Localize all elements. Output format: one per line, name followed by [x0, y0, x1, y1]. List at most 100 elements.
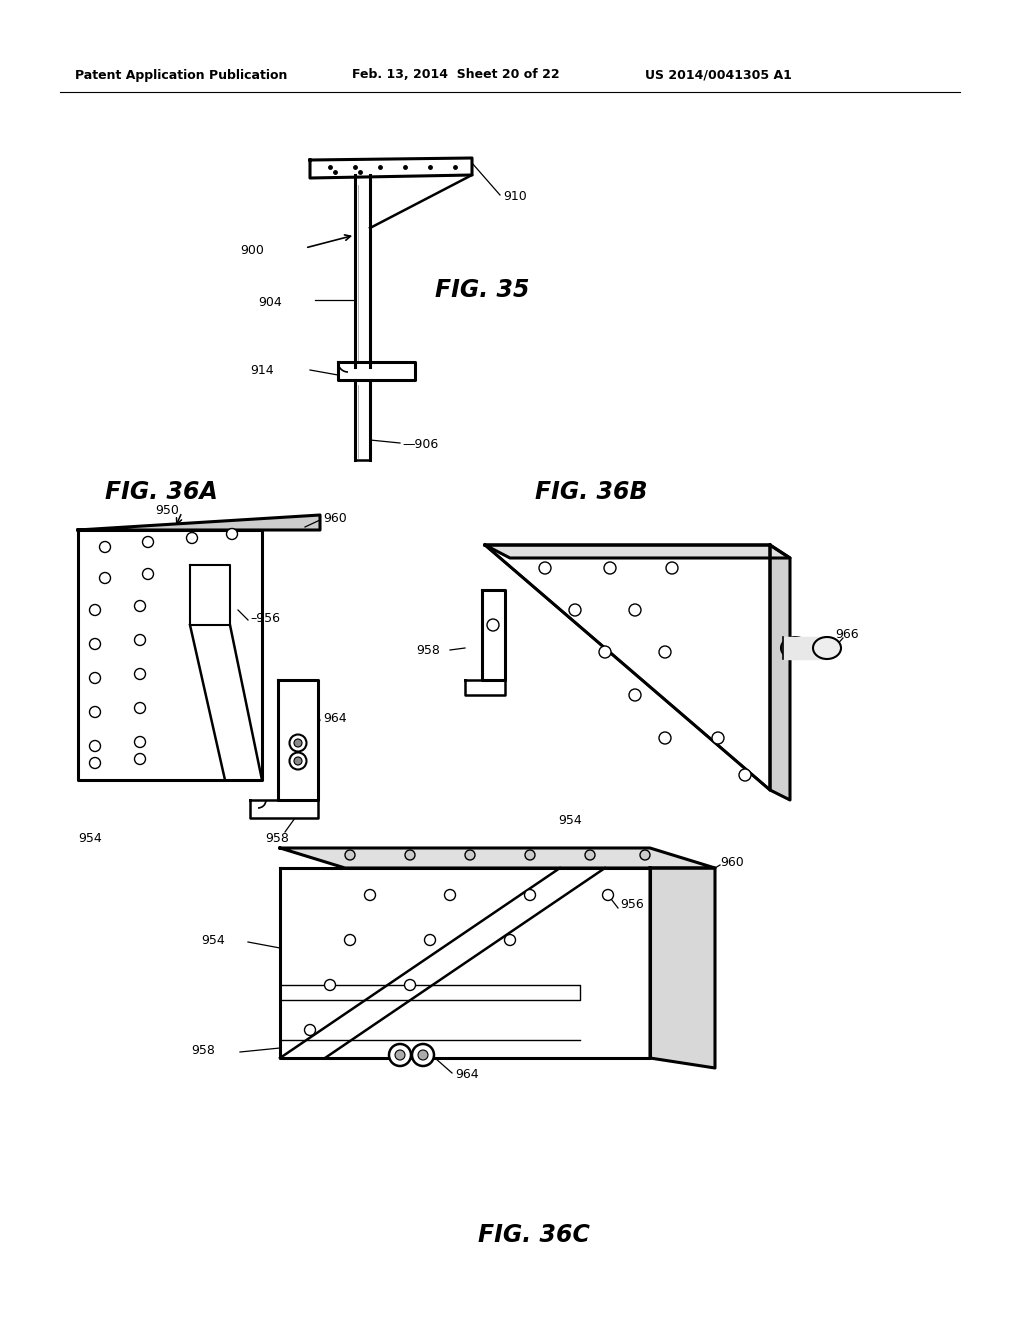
- Circle shape: [539, 562, 551, 574]
- Circle shape: [404, 979, 416, 990]
- Polygon shape: [485, 545, 790, 558]
- Text: 964: 964: [455, 1068, 478, 1081]
- Polygon shape: [465, 680, 505, 696]
- Text: FIG. 35: FIG. 35: [435, 279, 529, 302]
- Circle shape: [739, 770, 751, 781]
- Polygon shape: [482, 590, 505, 680]
- Circle shape: [344, 935, 355, 945]
- Polygon shape: [338, 362, 415, 380]
- Circle shape: [406, 850, 415, 861]
- Circle shape: [444, 890, 456, 900]
- Text: 958: 958: [416, 644, 440, 656]
- Text: 954: 954: [558, 813, 582, 826]
- Circle shape: [142, 569, 154, 579]
- Circle shape: [659, 645, 671, 657]
- Circle shape: [640, 850, 650, 861]
- Text: FIG. 36B: FIG. 36B: [535, 480, 647, 504]
- Ellipse shape: [813, 638, 841, 659]
- Circle shape: [99, 541, 111, 553]
- Circle shape: [365, 890, 376, 900]
- Text: 960: 960: [720, 855, 743, 869]
- Circle shape: [465, 850, 475, 861]
- Text: 914: 914: [251, 363, 274, 376]
- Circle shape: [666, 562, 678, 574]
- Circle shape: [89, 672, 100, 684]
- Text: Feb. 13, 2014  Sheet 20 of 22: Feb. 13, 2014 Sheet 20 of 22: [352, 69, 560, 82]
- Circle shape: [294, 756, 302, 766]
- Circle shape: [412, 1044, 434, 1067]
- Circle shape: [290, 734, 306, 751]
- Circle shape: [294, 739, 302, 747]
- Circle shape: [304, 1024, 315, 1035]
- Text: FIG. 36A: FIG. 36A: [105, 480, 218, 504]
- Circle shape: [395, 1049, 406, 1060]
- Circle shape: [569, 605, 581, 616]
- Circle shape: [134, 635, 145, 645]
- Text: 904: 904: [258, 296, 282, 309]
- Text: 960: 960: [323, 511, 347, 524]
- Text: FIG. 36C: FIG. 36C: [478, 1224, 590, 1247]
- Polygon shape: [310, 158, 472, 178]
- Text: 964: 964: [323, 711, 347, 725]
- Text: 966: 966: [835, 628, 859, 642]
- Circle shape: [134, 668, 145, 680]
- Polygon shape: [78, 531, 262, 780]
- Polygon shape: [278, 680, 318, 800]
- Ellipse shape: [781, 638, 809, 659]
- Circle shape: [524, 890, 536, 900]
- Circle shape: [345, 850, 355, 861]
- Circle shape: [389, 1044, 411, 1067]
- Text: 958: 958: [191, 1044, 215, 1056]
- Polygon shape: [280, 847, 715, 869]
- Text: 950: 950: [155, 503, 179, 516]
- Circle shape: [712, 733, 724, 744]
- Circle shape: [659, 733, 671, 744]
- Polygon shape: [485, 545, 770, 789]
- Text: Patent Application Publication: Patent Application Publication: [75, 69, 288, 82]
- Circle shape: [290, 752, 306, 770]
- Text: –956: –956: [250, 611, 280, 624]
- Circle shape: [89, 741, 100, 751]
- Circle shape: [89, 706, 100, 718]
- Circle shape: [134, 702, 145, 714]
- Circle shape: [142, 536, 154, 548]
- Text: 954: 954: [78, 832, 101, 845]
- Polygon shape: [78, 515, 319, 531]
- Polygon shape: [190, 565, 230, 624]
- Circle shape: [89, 605, 100, 615]
- Circle shape: [134, 737, 145, 747]
- Polygon shape: [783, 638, 827, 659]
- Text: —906: —906: [402, 438, 438, 451]
- Text: 910: 910: [503, 190, 526, 203]
- Text: US 2014/0041305 A1: US 2014/0041305 A1: [645, 69, 792, 82]
- Text: 956: 956: [620, 899, 644, 912]
- Circle shape: [604, 562, 616, 574]
- Circle shape: [629, 605, 641, 616]
- Polygon shape: [650, 869, 715, 1068]
- Text: 954: 954: [202, 933, 225, 946]
- Circle shape: [226, 528, 238, 540]
- Circle shape: [505, 935, 515, 945]
- Circle shape: [89, 639, 100, 649]
- Polygon shape: [355, 380, 370, 459]
- Circle shape: [99, 573, 111, 583]
- Circle shape: [134, 754, 145, 764]
- Text: 958: 958: [265, 832, 289, 845]
- Circle shape: [425, 935, 435, 945]
- Polygon shape: [770, 545, 790, 800]
- Circle shape: [525, 850, 535, 861]
- Circle shape: [186, 532, 198, 544]
- Circle shape: [585, 850, 595, 861]
- Circle shape: [418, 1049, 428, 1060]
- Circle shape: [325, 979, 336, 990]
- Polygon shape: [250, 800, 318, 818]
- Circle shape: [487, 619, 499, 631]
- Text: 900: 900: [240, 243, 264, 256]
- Circle shape: [89, 758, 100, 768]
- Polygon shape: [355, 176, 370, 367]
- Polygon shape: [280, 869, 650, 1059]
- Circle shape: [134, 601, 145, 611]
- Circle shape: [599, 645, 611, 657]
- Circle shape: [602, 890, 613, 900]
- Circle shape: [629, 689, 641, 701]
